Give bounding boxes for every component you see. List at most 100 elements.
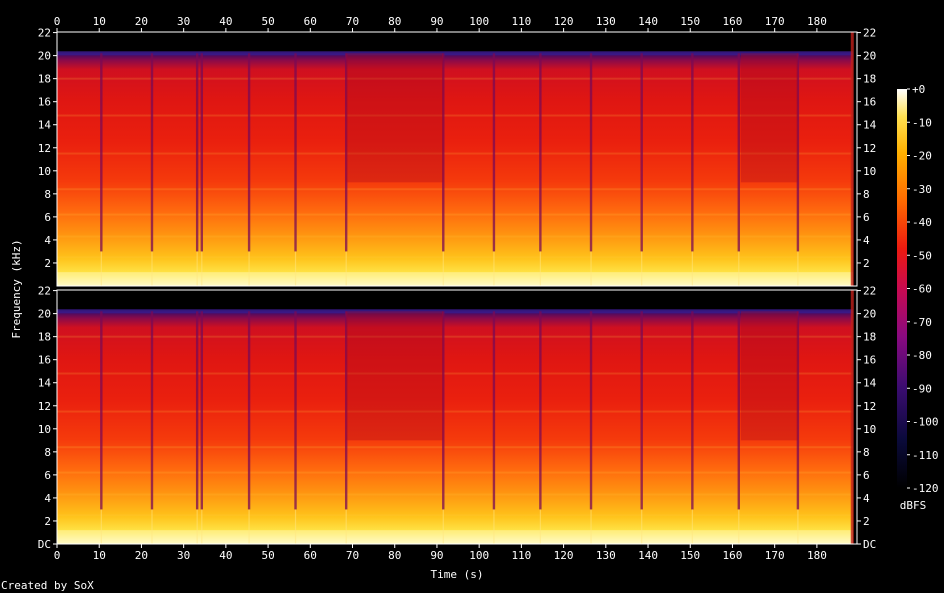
transient-streak: [345, 251, 347, 286]
transient-streak: [100, 509, 102, 544]
colorbar-tick-label: -10: [912, 116, 932, 129]
y-tick-label-right: 16: [863, 96, 876, 109]
segment-boundary: [640, 53, 643, 252]
segment-boundary: [442, 311, 445, 510]
x-tick-label-bottom: 20: [135, 549, 148, 562]
segment-boundary: [492, 53, 496, 252]
y-tick-label-right: 20: [863, 308, 876, 321]
transient-streak: [641, 509, 643, 544]
quiet-region: [740, 311, 798, 441]
transient-streak: [294, 251, 297, 286]
transient-streak: [201, 509, 203, 544]
x-tick-label-top: 100: [469, 15, 489, 28]
colorbar-tick-label: -40: [912, 216, 932, 229]
y-tick-label-right: 6: [863, 469, 870, 482]
harmonic-band: [57, 514, 853, 517]
y-tick-label-left: 14: [38, 119, 52, 132]
x-tick-label-bottom: 40: [219, 549, 232, 562]
x-tick-label-bottom: 10: [93, 549, 106, 562]
energy-field: [57, 311, 853, 544]
y-tick-label-left: 10: [38, 165, 51, 178]
y-tick-label-right: 10: [863, 423, 876, 436]
transient-streak: [151, 509, 153, 544]
colorbar-tick-label: -50: [912, 249, 932, 262]
segment-boundary: [640, 311, 643, 510]
y-tick-label-right: 6: [863, 211, 870, 224]
segment-boundary: [100, 311, 103, 510]
y-tick-label-left: 20: [38, 50, 51, 63]
transient-streak: [738, 509, 740, 544]
y-tick-label-left: 18: [38, 331, 51, 344]
y-tick-label-left: 10: [38, 423, 51, 436]
x-tick-label-top: 170: [765, 15, 785, 28]
transient-streak: [345, 509, 347, 544]
y-tick-label-left: 12: [38, 400, 51, 413]
y-tick-label-left: 14: [38, 377, 52, 390]
x-tick-label-top: 40: [219, 15, 232, 28]
y-tick-label-right: 14: [863, 119, 877, 132]
y-tick-label-right: 12: [863, 400, 876, 413]
x-tick-label-bottom: 70: [346, 549, 359, 562]
segment-boundary: [150, 311, 154, 510]
y-tick-label-left: DC: [38, 538, 51, 551]
transient-streak: [493, 509, 495, 544]
x-tick-label-top: 20: [135, 15, 148, 28]
colorbar-tick-label: -20: [912, 150, 932, 163]
segment-boundary: [539, 311, 542, 510]
y-tick-label-left: 16: [38, 354, 51, 367]
transient-streak: [248, 251, 250, 286]
x-tick-label-bottom: 150: [680, 549, 700, 562]
colorbar-tick-label: -80: [912, 349, 932, 362]
segment-boundary: [195, 53, 199, 252]
quiet-region: [346, 53, 444, 183]
transient-streak: [590, 509, 592, 544]
y-tick-label-left: 20: [38, 308, 51, 321]
x-axis-label: Time (s): [431, 568, 484, 581]
segment-boundary: [796, 53, 800, 252]
x-tick-label-bottom: 30: [177, 549, 190, 562]
transient-streak: [797, 509, 799, 544]
transient-streak: [151, 251, 153, 286]
colorbar-tick-label: -30: [912, 183, 932, 196]
y-tick-label-right: 18: [863, 73, 876, 86]
x-tick-label-bottom: 60: [304, 549, 317, 562]
segment-boundary: [737, 311, 740, 510]
y-tick-label-right: 2: [863, 257, 870, 270]
harmonic-band: [57, 471, 853, 474]
x-tick-label-bottom: 80: [388, 549, 401, 562]
segment-boundary: [200, 53, 204, 252]
y-tick-label-left: 22: [38, 285, 51, 298]
segment-boundary: [200, 311, 204, 510]
y-tick-label-right: 16: [863, 354, 876, 367]
transient-streak: [442, 251, 444, 286]
y-tick-label-left: 4: [44, 234, 51, 247]
x-tick-label-bottom: 120: [554, 549, 574, 562]
plot-layer: [57, 32, 857, 544]
colorbar-tick-label: +0: [912, 83, 925, 96]
x-tick-label-top: 130: [596, 15, 616, 28]
y-tick-label-right: 8: [863, 188, 870, 201]
x-tick-label-bottom: 130: [596, 549, 616, 562]
x-tick-label-bottom: 140: [638, 549, 658, 562]
x-tick-label-bottom: 100: [469, 549, 489, 562]
y-tick-label-right: 22: [863, 285, 876, 298]
y-tick-label-right: 4: [863, 234, 870, 247]
transient-streak: [590, 251, 592, 286]
y-tick-label-left: 4: [44, 492, 51, 505]
segment-boundary: [589, 311, 593, 510]
signal-end-edge: [850, 290, 854, 544]
x-tick-label-top: 70: [346, 15, 359, 28]
harmonic-band: [57, 114, 853, 117]
harmonic-band: [57, 213, 853, 216]
x-tick-label-top: 80: [388, 15, 401, 28]
x-tick-label-bottom: 180: [807, 549, 827, 562]
x-tick-label-top: 180: [807, 15, 827, 28]
colorbar-tick-label: -60: [912, 283, 932, 296]
quiet-region: [346, 311, 444, 441]
segment-boundary: [492, 311, 496, 510]
transient-streak: [100, 251, 102, 286]
segment-boundary: [247, 311, 251, 510]
segment-boundary: [691, 311, 694, 510]
y-tick-label-right: DC: [863, 538, 876, 551]
